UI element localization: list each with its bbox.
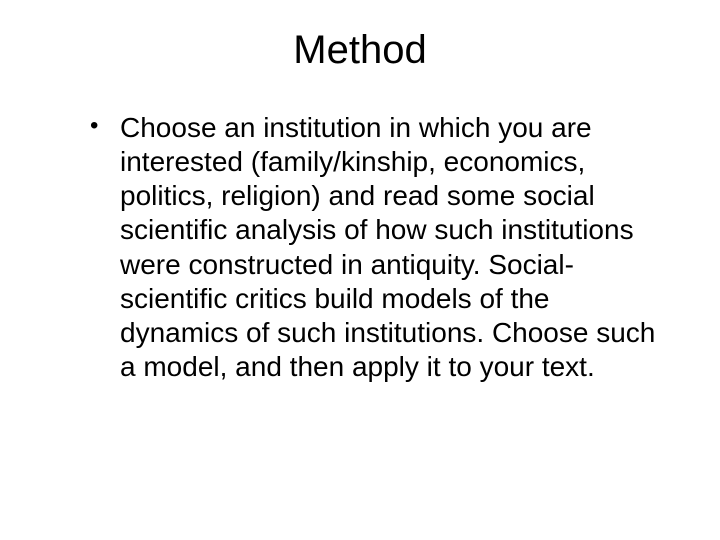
bullet-list: Choose an institution in which you are i… (50, 111, 670, 384)
bullet-item: Choose an institution in which you are i… (90, 111, 670, 384)
slide-title: Method (50, 28, 670, 73)
slide-container: Method Choose an institution in which yo… (0, 0, 720, 540)
